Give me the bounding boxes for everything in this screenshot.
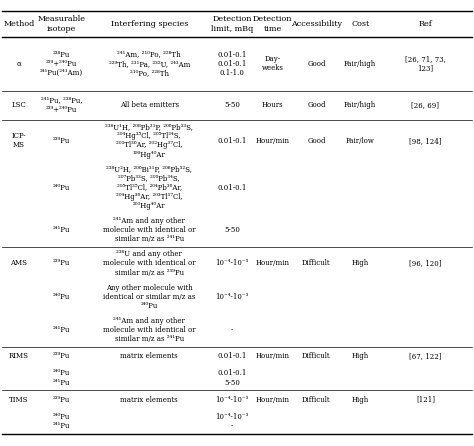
Text: Fair/low: Fair/low [346, 137, 374, 145]
Text: Hour/min: Hour/min [255, 137, 290, 145]
Text: ²³⁸Pu
²³⁹+²⁴⁰Pu
²⁴¹Pu(²⁴¹Am): ²³⁸Pu ²³⁹+²⁴⁰Pu ²⁴¹Pu(²⁴¹Am) [40, 50, 83, 77]
Text: High: High [352, 396, 369, 404]
Text: ²⁴¹Pu: ²⁴¹Pu [53, 226, 70, 234]
Text: Interfering species: Interfering species [110, 20, 188, 28]
Text: 10⁻⁴-10⁻³: 10⁻⁴-10⁻³ [216, 396, 249, 404]
Text: ²⁴⁰Pu: ²⁴⁰Pu [53, 293, 70, 301]
Text: Difficult: Difficult [302, 352, 331, 360]
Text: 0.01-0.1
0.01-0.1
0.1-1.0: 0.01-0.1 0.01-0.1 0.1-1.0 [218, 50, 247, 77]
Text: 10⁻⁴-10⁻³: 10⁻⁴-10⁻³ [216, 260, 249, 267]
Text: ²³⁹Pu: ²³⁹Pu [53, 396, 70, 404]
Text: [26, 71, 73,
123]: [26, 71, 73, 123] [405, 55, 446, 72]
Text: ²³⁸U and any other
molecule with identical or
similar m/z as ²³⁹Pu: ²³⁸U and any other molecule with identic… [103, 250, 196, 277]
Text: Difficult: Difficult [302, 396, 331, 404]
Text: Hour/min: Hour/min [255, 260, 290, 267]
Text: Fair/high: Fair/high [344, 60, 376, 68]
Text: -: - [231, 326, 234, 334]
Text: Ref: Ref [419, 20, 432, 28]
Text: ²⁴¹Pu: ²⁴¹Pu [53, 326, 70, 334]
Text: 0.01-0.1: 0.01-0.1 [218, 352, 247, 360]
Text: Good: Good [307, 137, 326, 145]
Text: Accessibility: Accessibility [291, 20, 342, 28]
Text: ²³⁹Pu: ²³⁹Pu [53, 352, 70, 360]
Text: Detection
time: Detection time [253, 16, 292, 33]
Text: [67, 122]: [67, 122] [409, 352, 442, 360]
Text: Good: Good [307, 101, 326, 109]
Text: 5-50: 5-50 [224, 101, 240, 109]
Text: 10⁻⁴-10⁻³
-: 10⁻⁴-10⁻³ - [216, 413, 249, 430]
Text: Good: Good [307, 60, 326, 68]
Text: ²⁴¹Pu, ²³⁸Pu,
²³⁹+²⁴⁰Pu: ²⁴¹Pu, ²³⁸Pu, ²³⁹+²⁴⁰Pu [41, 96, 82, 114]
Text: Day-
weeks: Day- weeks [262, 55, 283, 72]
Text: RIMS: RIMS [9, 352, 29, 360]
Text: 0.01-0.1: 0.01-0.1 [218, 184, 247, 191]
Text: Hours: Hours [262, 101, 283, 109]
Text: LSC: LSC [11, 101, 27, 109]
Text: Cost: Cost [351, 20, 369, 28]
Text: ²⁴¹Am and any other
molecule with identical or
similar m/z as ²⁴¹Pu: ²⁴¹Am and any other molecule with identi… [103, 217, 196, 243]
Text: [98, 124]: [98, 124] [409, 137, 442, 145]
Text: ²⁴⁰Pu: ²⁴⁰Pu [53, 184, 70, 191]
Text: Any other molecule with
identical or similar m/z as
²⁴⁰Pu: Any other molecule with identical or sim… [103, 284, 195, 310]
Text: Hour/min: Hour/min [255, 396, 290, 404]
Text: [96, 120]: [96, 120] [409, 260, 442, 267]
Text: ICP-
MS: ICP- MS [12, 132, 26, 149]
Text: [26, 69]: [26, 69] [411, 101, 439, 109]
Text: [121]: [121] [416, 396, 435, 404]
Text: All beta emitters: All beta emitters [120, 101, 179, 109]
Text: Hour/min: Hour/min [255, 352, 290, 360]
Text: AMS: AMS [10, 260, 27, 267]
Text: ²³⁸U²H, ²⁰⁶Bi³¹P, ²⁰⁸Pb³²S,
²⁰⁷Pb³³S, ²⁰⁶Pb³⁴S,
²⁰⁵Tl³⁵Cl, ²⁰⁴Pb³⁶Ar,
²⁰⁴Hg³⁶Ar,: ²³⁸U²H, ²⁰⁶Bi³¹P, ²⁰⁸Pb³²S, ²⁰⁷Pb³³S, ²⁰… [106, 165, 192, 210]
Text: ²⁴⁰Pu
²⁴¹Pu: ²⁴⁰Pu ²⁴¹Pu [53, 413, 70, 430]
Text: High: High [352, 352, 369, 360]
Text: TIMS: TIMS [9, 396, 29, 404]
Text: ²⁴¹Am and any other
molecule with identical or
similar m/z as ²⁴¹Pu: ²⁴¹Am and any other molecule with identi… [103, 317, 196, 343]
Text: Method: Method [3, 20, 35, 28]
Text: 0.01-0.1
5-50: 0.01-0.1 5-50 [218, 369, 247, 387]
Text: ²³⁹Pu: ²³⁹Pu [53, 137, 70, 145]
Text: ²⁴⁰Pu
²⁴¹Pu: ²⁴⁰Pu ²⁴¹Pu [53, 369, 70, 387]
Text: α: α [17, 60, 21, 68]
Text: Difficult: Difficult [302, 260, 331, 267]
Text: High: High [352, 260, 369, 267]
Text: ²³⁹Pu: ²³⁹Pu [53, 260, 70, 267]
Text: Fair/high: Fair/high [344, 101, 376, 109]
Text: ²³⁸U¹H, ²⁰⁸Pb³¹P, ²⁰⁶Pb³³S,
²⁰⁴Hg³⁵Cl, ²⁰⁵Tl³⁴S,
²⁰³Tl³⁶Ar, ²⁰²Hg³⁷Cl,
¹⁹⁹Hg⁴⁰Ar: ²³⁸U¹H, ²⁰⁸Pb³¹P, ²⁰⁶Pb³³S, ²⁰⁴Hg³⁵Cl, ²… [105, 123, 193, 158]
Text: 5-50: 5-50 [224, 226, 240, 234]
Text: matrix elements: matrix elements [120, 352, 178, 360]
Text: matrix elements: matrix elements [120, 396, 178, 404]
Text: 0.01-0.1: 0.01-0.1 [218, 137, 247, 145]
Text: Detection
limit, mBq: Detection limit, mBq [211, 16, 254, 33]
Text: Measurable
isotope: Measurable isotope [37, 16, 86, 33]
Text: 10⁻⁴-10⁻³: 10⁻⁴-10⁻³ [216, 293, 249, 301]
Text: ²⁴¹Am, ²¹⁰Po, ²²⁸Th
²²⁹Th, ²³¹Pa, ²³²U, ²⁴³Am
²¹⁰Po, ²²⁸Th: ²⁴¹Am, ²¹⁰Po, ²²⁸Th ²²⁹Th, ²³¹Pa, ²³²U, … [109, 50, 190, 77]
